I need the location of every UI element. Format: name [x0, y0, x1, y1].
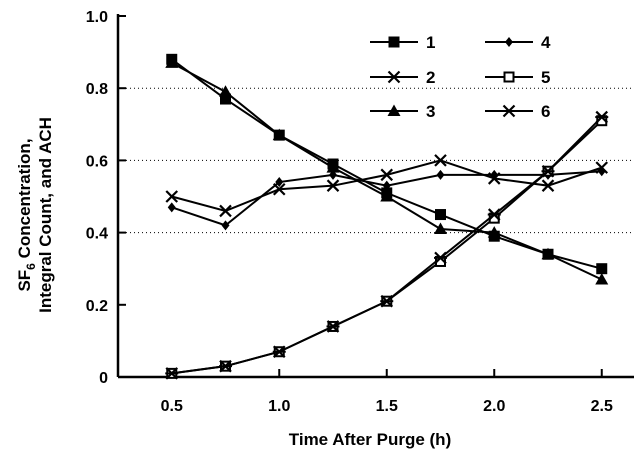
legend-item-5: 5 [485, 68, 550, 87]
legend: 1 4 2 5 3 6 [370, 33, 551, 121]
data-point-series-1 [596, 263, 608, 275]
x-tick-label: 1.5 [376, 398, 398, 415]
x-tick-label: 0.5 [161, 398, 183, 415]
legend-marker-3 [387, 104, 401, 116]
y-tick-label: 0 [99, 370, 108, 387]
data-point-series-3 [326, 161, 340, 173]
y-tick-label: 0.6 [86, 153, 108, 170]
data-point-series-4 [329, 169, 337, 180]
series-line-6 [171, 116, 603, 375]
grid-lines [118, 87, 634, 234]
y-tick-label: 1.0 [86, 9, 108, 26]
legend-label: 6 [541, 102, 550, 121]
legend-item-3: 3 [370, 102, 435, 121]
series-layer [165, 53, 609, 380]
legend-marker-5 [503, 71, 515, 83]
y-tick-label: 0.2 [86, 298, 108, 315]
legend-marker-6 [502, 104, 516, 118]
series-6 [165, 110, 609, 380]
data-point-series-2 [165, 190, 179, 203]
data-point-series-3 [487, 226, 501, 238]
data-point-series-2 [434, 154, 447, 167]
legend-label: 5 [541, 68, 550, 87]
data-point-series-3 [272, 128, 286, 141]
legend-item-1: 1 [370, 33, 435, 52]
data-point-series-6 [541, 164, 555, 178]
data-point-series-1 [435, 209, 446, 221]
data-point-series-6 [595, 110, 609, 124]
legend-item-6: 6 [485, 102, 550, 121]
y-tick-label: 0.8 [86, 81, 108, 98]
legend-label: 3 [426, 102, 435, 121]
data-point-series-6 [219, 359, 232, 373]
data-point-series-6 [272, 345, 286, 359]
data-point-series-3 [380, 190, 394, 202]
series-line-3 [171, 62, 603, 281]
legend-label: 2 [426, 68, 435, 87]
data-point-series-6 [487, 208, 501, 221]
data-point-series-3 [219, 85, 232, 97]
legend-marker-1 [388, 36, 400, 48]
legend-item-2: 2 [370, 68, 435, 87]
legend-label: 1 [426, 33, 435, 52]
data-point-series-3 [165, 56, 179, 68]
data-point-series-6 [434, 251, 447, 265]
data-point-series-4 [275, 177, 284, 188]
y-tick-label: 0.4 [86, 226, 108, 243]
data-point-series-4 [221, 220, 230, 231]
y-axis-label-line1: SF6 Concentration, [15, 138, 38, 291]
data-point-series-2 [380, 168, 394, 182]
legend-marker-4 [505, 37, 513, 47]
data-point-series-2 [219, 204, 232, 218]
data-point-series-3 [434, 222, 447, 234]
data-point-series-1 [220, 93, 231, 105]
y-axis-label-line2: Integral Count, and ACH [36, 117, 55, 313]
data-point-series-4 [382, 180, 391, 191]
series-3 [165, 56, 609, 285]
data-point-series-6 [165, 367, 179, 380]
legend-item-4: 4 [485, 33, 551, 52]
series-line-5 [171, 119, 603, 375]
data-point-series-6 [380, 294, 394, 308]
series-5 [166, 115, 608, 379]
data-point-series-4 [597, 166, 606, 177]
data-point-series-4 [490, 169, 499, 180]
series-4 [167, 166, 606, 231]
data-point-series-3 [541, 247, 555, 260]
data-point-series-4 [167, 202, 176, 213]
series-line-1 [171, 58, 603, 270]
x-tick-label: 2.5 [591, 398, 613, 415]
x-tick-label: 1.0 [268, 398, 290, 415]
legend-marker-2 [387, 70, 401, 84]
data-point-series-2 [541, 179, 555, 192]
data-point-series-3 [595, 273, 609, 285]
axes: 0 0.2 0.4 0.6 0.8 1.0 0.5 1.0 1.5 2.0 2.5 [86, 9, 634, 415]
data-point-series-4 [436, 169, 445, 180]
x-axis-label: Time After Purge (h) [289, 430, 451, 449]
y-axis-label: SF6 Concentration, Integral Count, and A… [15, 117, 55, 313]
data-point-series-6 [326, 320, 340, 333]
legend-label: 4 [541, 33, 551, 52]
x-tick-label: 2.0 [483, 398, 505, 415]
data-point-series-2 [326, 179, 340, 192]
